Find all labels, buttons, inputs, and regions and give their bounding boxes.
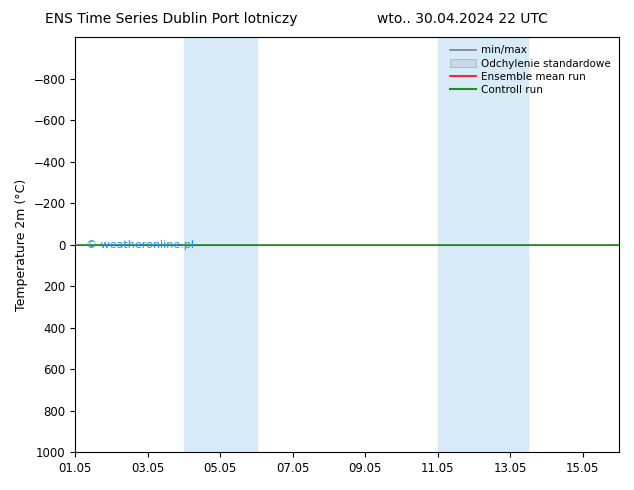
Bar (184, 37, 257, 452)
Text: wto.. 30.04.2024 22 UTC: wto.. 30.04.2024 22 UTC (377, 12, 548, 26)
Legend: min/max, Odchylenie standardowe, Ensemble mean run, Controll run: min/max, Odchylenie standardowe, Ensembl… (446, 42, 614, 98)
Text: ENS Time Series Dublin Port lotniczy: ENS Time Series Dublin Port lotniczy (45, 12, 297, 26)
Y-axis label: Temperature 2m (°C): Temperature 2m (°C) (15, 178, 28, 311)
Bar (438, 37, 528, 452)
Text: © weatheronline.pl: © weatheronline.pl (86, 240, 194, 250)
